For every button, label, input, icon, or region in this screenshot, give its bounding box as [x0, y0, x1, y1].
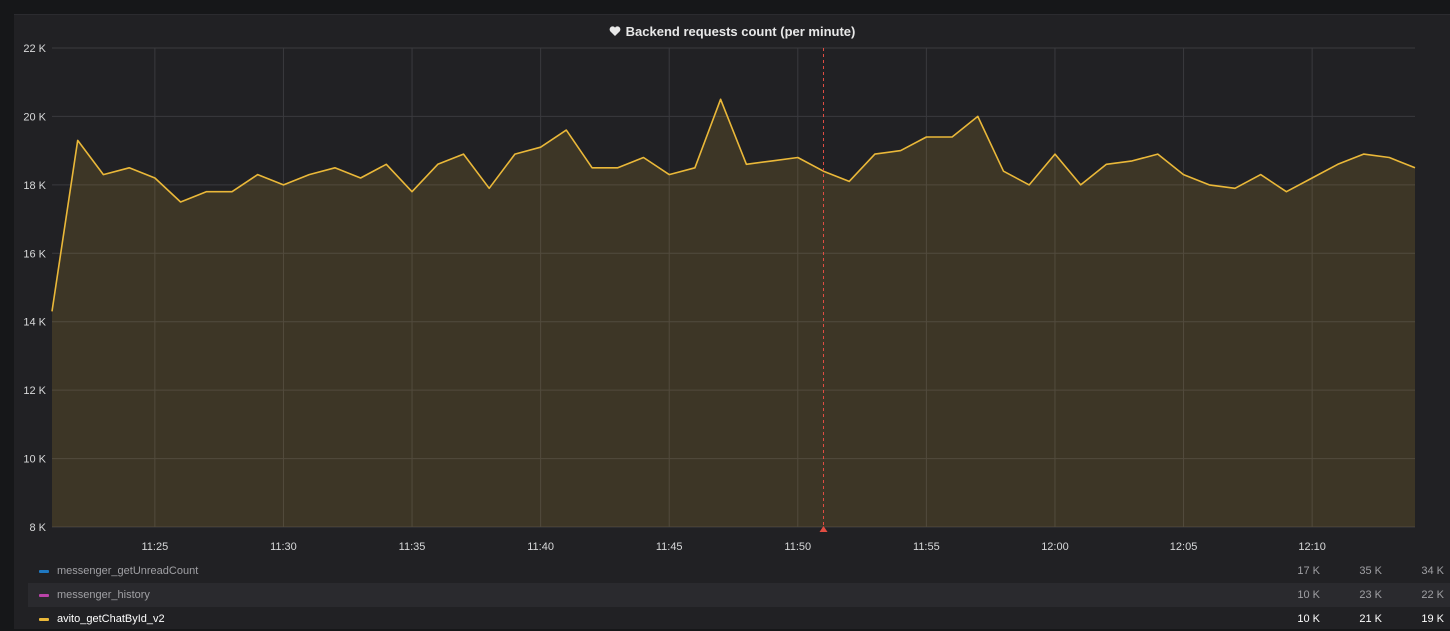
legend-item-avito-getchatbyid-v2[interactable]: avito_getChatById_v2 10 K 21 K 19 K: [28, 607, 1450, 631]
legend-series-name: messenger_history: [57, 589, 150, 601]
chart-canvas[interactable]: 8 K 10 K 12 K 14 K 16 K 18 K 20 K 22 K 11:25 11:3…: [14, 15, 1450, 561]
legend-value-1: 10 K: [1297, 613, 1320, 625]
panel-title[interactable]: Backend requests count (per minute): [14, 19, 1450, 43]
legend: messenger_getUnreadCount 17 K 35 K 34 K …: [28, 559, 1450, 631]
x-tick-label: 11:50: [784, 541, 811, 553]
legend-value-1: 17 K: [1297, 565, 1320, 577]
x-tick-label: 11:40: [527, 541, 554, 553]
series-area: [52, 99, 1415, 528]
graph-panel: Backend requests count (per minute) 8 K 1…: [14, 14, 1450, 629]
legend-value-3: 19 K: [1421, 613, 1444, 625]
legend-item-messenger-getunreadcount[interactable]: messenger_getUnreadCount 17 K 35 K 34 K: [28, 559, 1450, 583]
legend-swatch: [39, 617, 49, 621]
legend-swatch: [39, 569, 49, 573]
legend-series-name: messenger_getUnreadCount: [57, 565, 199, 577]
legend-value-3: 34 K: [1421, 565, 1444, 577]
y-tick-label: 22 K: [23, 43, 46, 55]
y-tick-label: 10 K: [23, 454, 46, 466]
y-tick-label: 16 K: [23, 248, 46, 260]
x-tick-label: 12:00: [1041, 541, 1069, 553]
x-tick-label: 12:05: [1170, 541, 1198, 553]
panel-title-text: Backend requests count (per minute): [625, 23, 856, 39]
x-tick-label: 11:55: [913, 541, 940, 553]
legend-swatch: [39, 593, 49, 597]
y-tick-label: 12 K: [23, 385, 46, 397]
legend-item-messenger-history[interactable]: messenger_history 10 K 23 K 22 K: [28, 583, 1450, 607]
legend-value-2: 35 K: [1359, 565, 1382, 577]
annotation-marker: [819, 526, 828, 532]
x-tick-label: 12:10: [1298, 541, 1326, 553]
x-tick-label: 11:35: [399, 541, 426, 553]
series-line: [51, 98, 1416, 312]
legend-series-name: avito_getChatById_v2: [57, 613, 165, 625]
legend-value-2: 23 K: [1359, 589, 1382, 601]
legend-value-2: 21 K: [1359, 613, 1382, 625]
y-tick-label: 18 K: [23, 180, 46, 192]
x-tick-label: 11:25: [142, 541, 169, 553]
heart-icon: [609, 26, 621, 36]
y-tick-label: 14 K: [23, 317, 46, 329]
legend-value-1: 10 K: [1297, 589, 1320, 601]
x-tick-label: 11:30: [270, 541, 297, 553]
y-tick-label: 8 K: [29, 522, 46, 534]
x-tick-label: 11:45: [656, 541, 683, 553]
y-tick-label: 20 K: [23, 111, 46, 123]
legend-value-3: 22 K: [1421, 589, 1444, 601]
